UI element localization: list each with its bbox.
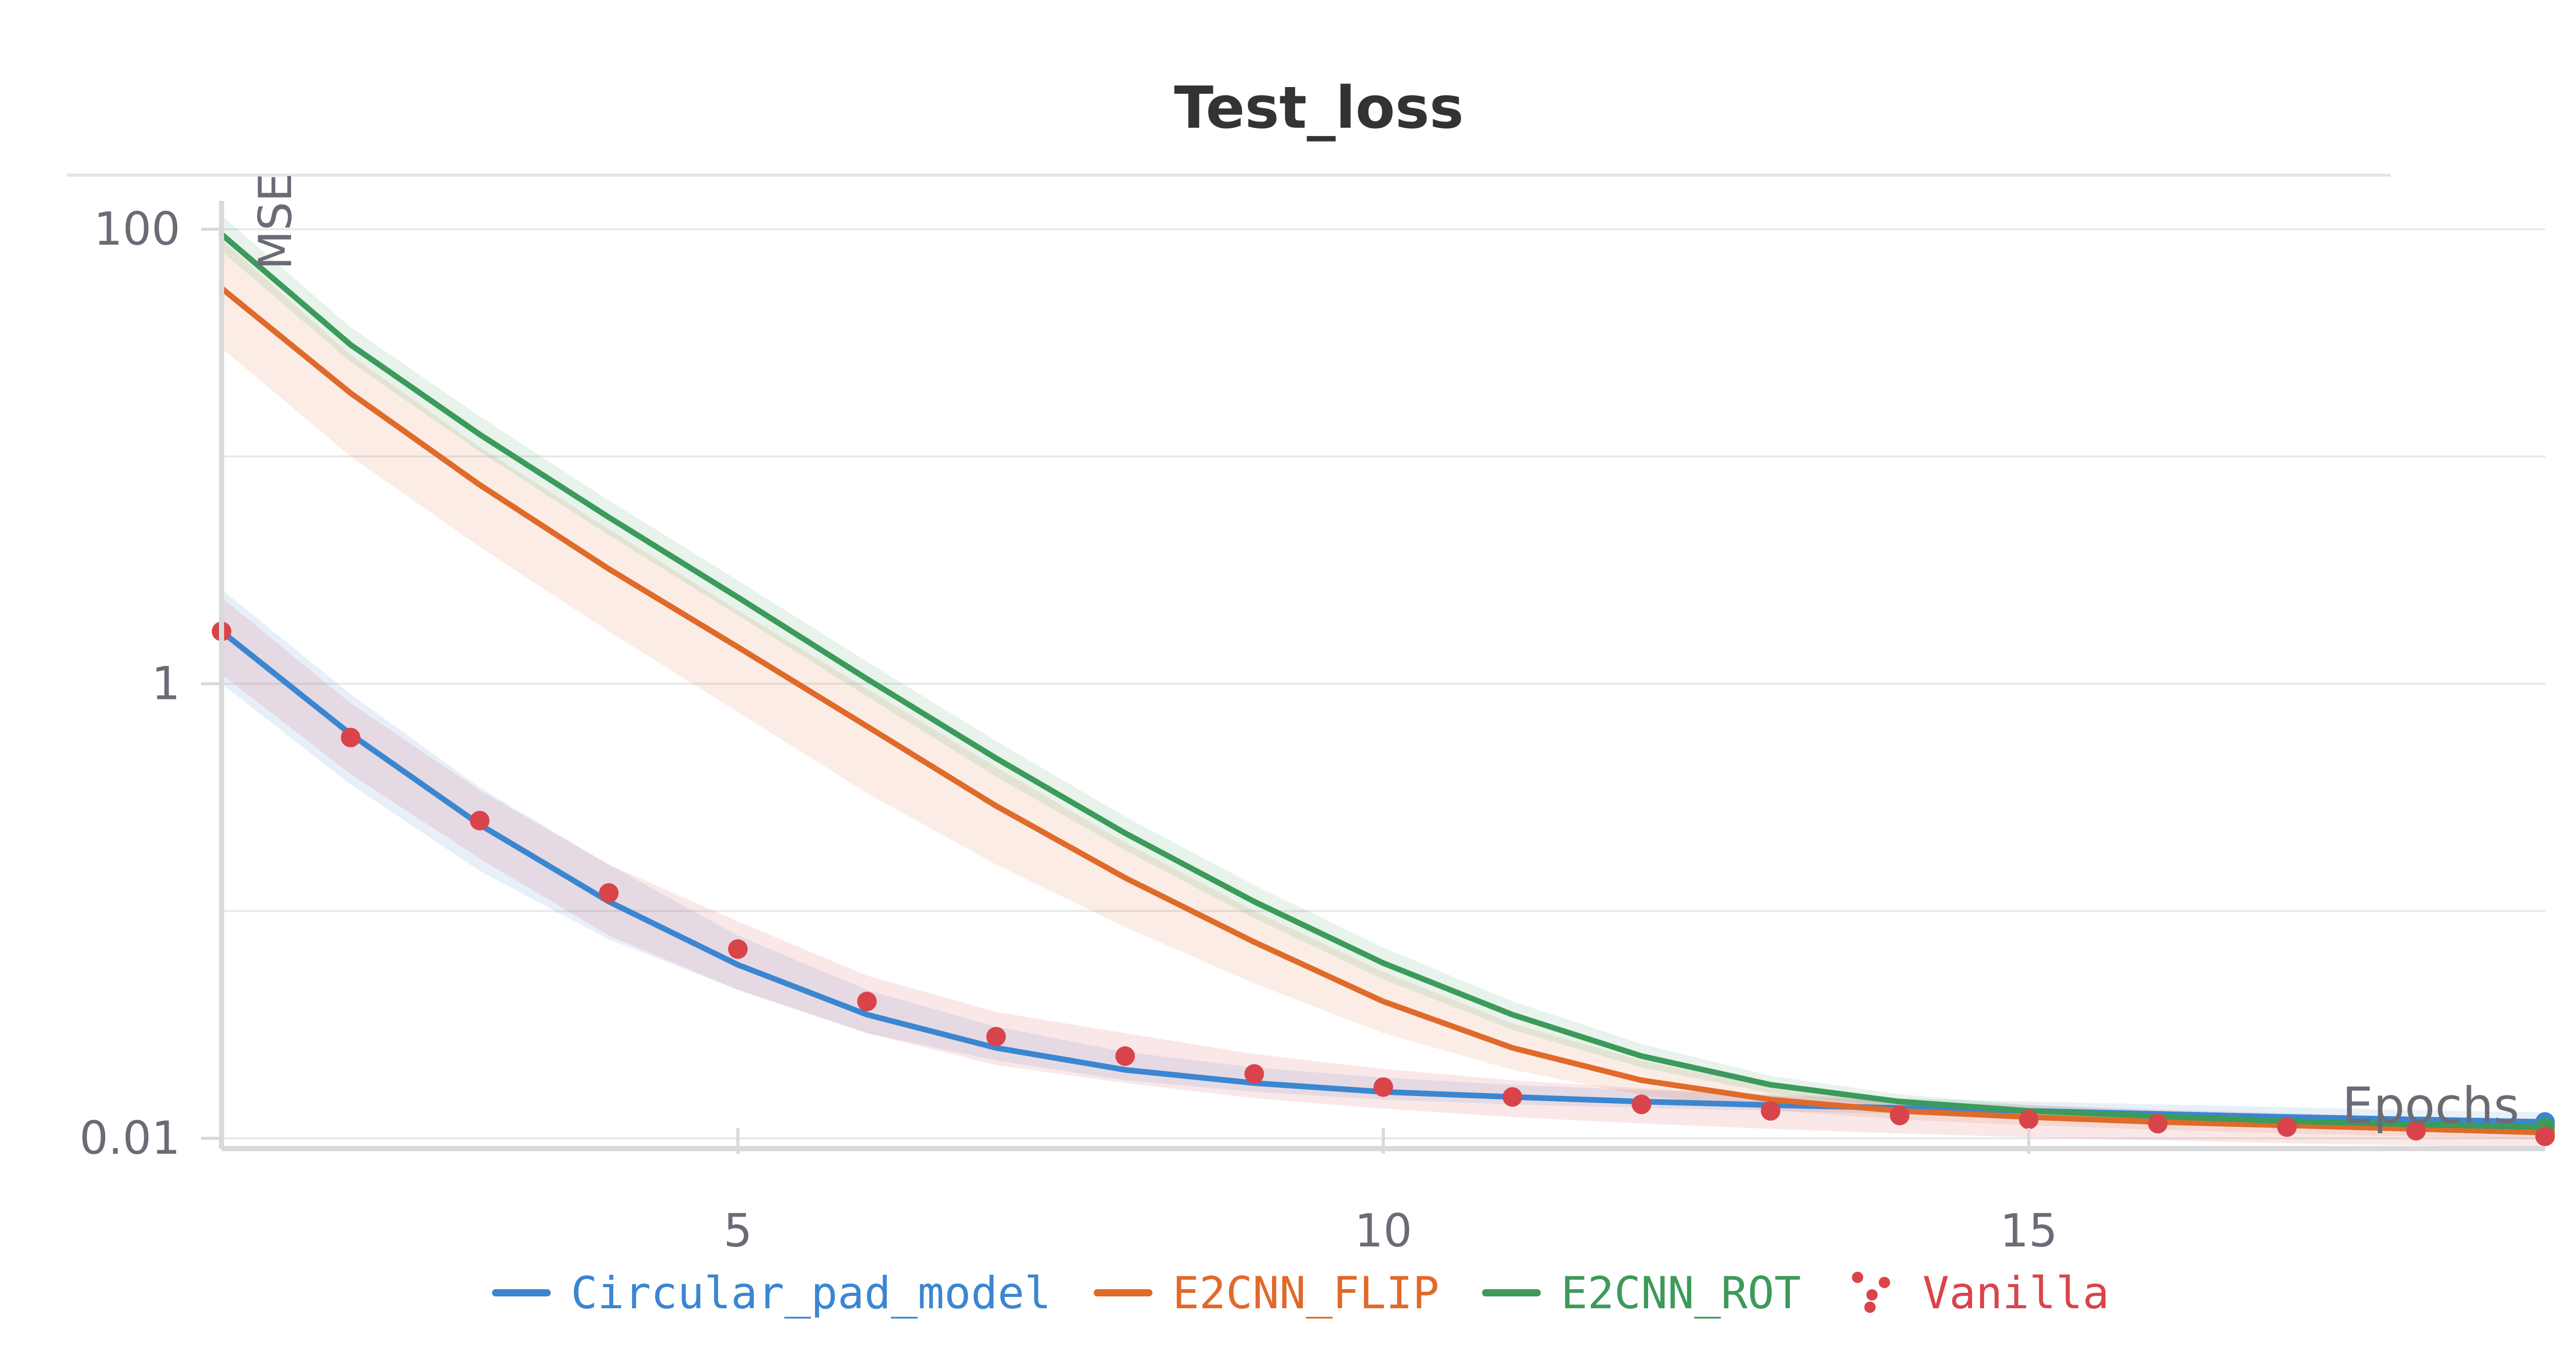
grid-lines xyxy=(222,228,2545,1139)
y-axis-label: MSE xyxy=(249,173,302,269)
chart-title: Test_loss xyxy=(1174,75,1464,142)
legend-dots-vanilla xyxy=(1852,1272,1863,1283)
legend-label-e2cnn-rot: E2CNN_ROT xyxy=(1561,1268,1801,1319)
point-vanilla xyxy=(2406,1121,2426,1141)
legend-dots-vanilla xyxy=(1878,1277,1890,1288)
x-axis-label: Epochs xyxy=(2342,1077,2519,1135)
legend-label-vanilla: Vanilla xyxy=(1923,1268,2109,1319)
point-vanilla xyxy=(599,883,619,903)
point-vanilla xyxy=(857,991,877,1012)
x-tick-label: 15 xyxy=(2000,1204,2058,1257)
point-vanilla xyxy=(2019,1109,2039,1130)
axis-labels: MSE Epochs xyxy=(249,173,2519,1135)
series-lines xyxy=(212,231,2555,1147)
point-vanilla xyxy=(1760,1101,1781,1121)
point-vanilla xyxy=(2535,1126,2555,1147)
point-vanilla xyxy=(341,727,361,747)
axes: 0.01 1 100 5 10 15 xyxy=(79,201,2545,1257)
point-vanilla xyxy=(986,1027,1006,1047)
legend-dots-vanilla xyxy=(1866,1289,1878,1301)
band-vanilla xyxy=(222,597,2545,1148)
legend-label-circular-pad-model: Circular_pad_model xyxy=(571,1268,1051,1319)
point-vanilla xyxy=(470,811,490,831)
point-vanilla xyxy=(1115,1046,1135,1066)
point-vanilla xyxy=(2277,1117,2297,1137)
point-vanilla xyxy=(2148,1114,2168,1134)
legend-item-e2cnn-rot: E2CNN_ROT xyxy=(1482,1268,1801,1319)
point-vanilla xyxy=(728,939,748,959)
y-tick-label: 0.01 xyxy=(79,1112,180,1165)
legend-item-circular-pad-model: Circular_pad_model xyxy=(492,1268,1051,1319)
point-vanilla xyxy=(1502,1087,1522,1107)
uncertainty-bands xyxy=(222,215,2545,1148)
legend-label-e2cnn-flip: E2CNN_FLIP xyxy=(1173,1268,1439,1319)
legend: Circular_pad_model E2CNN_FLIP E2CNN_ROT Van… xyxy=(492,1268,2109,1319)
legend-item-e2cnn-flip: E2CNN_FLIP xyxy=(1093,1268,1439,1319)
point-vanilla xyxy=(1632,1095,1652,1115)
y-tick-label: 100 xyxy=(94,202,180,255)
point-vanilla xyxy=(1244,1064,1264,1084)
point-vanilla xyxy=(1890,1105,1910,1125)
y-tick-label: 1 xyxy=(151,657,180,710)
legend-dots-vanilla xyxy=(1864,1302,1876,1313)
legend-item-vanilla: Vanilla xyxy=(1852,1268,2109,1319)
point-vanilla xyxy=(1374,1077,1393,1097)
line-circular-pad-model xyxy=(218,628,2548,1125)
band-e2cnn-rot xyxy=(222,215,2545,1132)
x-tick-label: 10 xyxy=(1354,1204,1412,1257)
x-tick-label: 5 xyxy=(723,1204,752,1257)
